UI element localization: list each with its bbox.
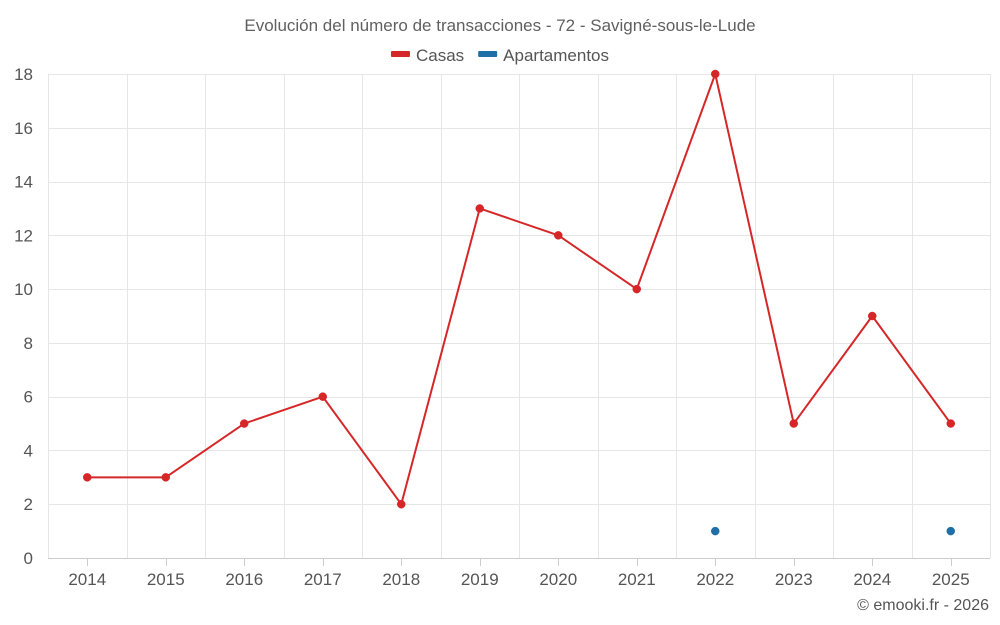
y-tick-label: 8 — [24, 334, 33, 353]
data-point[interactable] — [83, 473, 92, 482]
y-tick-label: 0 — [24, 549, 33, 568]
x-tick-label: 2023 — [775, 570, 813, 589]
data-point[interactable] — [318, 392, 327, 401]
x-tick-label: 2014 — [68, 570, 106, 589]
x-tick-label: 2020 — [539, 570, 577, 589]
legend-swatch — [478, 51, 498, 57]
data-point[interactable] — [946, 526, 955, 536]
axes: 0 2 4 6 8 10 12 14 16 18 2014 2015 2016 2017 2018 2019 2… — [14, 65, 990, 589]
y-tick-label: 2 — [24, 495, 33, 514]
x-tick-label: 2022 — [696, 570, 734, 589]
grid — [48, 74, 991, 558]
data-point[interactable] — [711, 526, 720, 536]
data-point[interactable] — [632, 284, 641, 294]
data-point[interactable] — [789, 419, 798, 428]
x-tick-label: 2024 — [853, 570, 891, 589]
y-tick-label: 4 — [24, 441, 33, 460]
legend-item-apartamentos[interactable]: Apartamentos — [478, 46, 609, 65]
y-tick-label: 6 — [24, 388, 33, 407]
x-tick-label: 2015 — [147, 570, 185, 589]
data-point[interactable] — [946, 419, 955, 428]
data-point[interactable] — [554, 231, 563, 240]
series-layer — [83, 69, 955, 536]
legend-label: Casas — [416, 46, 464, 65]
chart-title: Evolución del número de transacciones - … — [244, 16, 755, 35]
credit-text: © emooki.fr - 2026 — [857, 597, 989, 614]
legend-label: Apartamentos — [503, 46, 609, 65]
y-tick-label: 10 — [14, 280, 33, 299]
y-tick-label: 14 — [14, 173, 33, 192]
y-tick-label: 12 — [14, 226, 33, 245]
data-point[interactable] — [475, 204, 484, 213]
x-tick-label: 2018 — [382, 570, 420, 589]
series-apartamentos[interactable] — [711, 526, 955, 536]
legend[interactable]: Casas Apartamentos — [390, 46, 609, 65]
legend-swatch — [390, 51, 410, 57]
data-point[interactable] — [711, 69, 720, 79]
y-tick-label: 18 — [14, 65, 33, 84]
data-point[interactable] — [397, 499, 406, 509]
data-point[interactable] — [240, 419, 249, 428]
series-line — [86, 73, 952, 506]
x-tick-label: 2017 — [304, 570, 342, 589]
data-point[interactable] — [161, 473, 170, 482]
x-tick-label: 2016 — [225, 570, 263, 589]
data-point[interactable] — [868, 311, 877, 321]
x-tick-label: 2021 — [618, 570, 656, 589]
legend-item-casas[interactable]: Casas — [390, 46, 464, 65]
y-tick-label: 16 — [14, 119, 33, 138]
series-casas[interactable] — [83, 69, 955, 509]
x-tick-label: 2025 — [932, 570, 970, 589]
x-tick-label: 2019 — [461, 570, 499, 589]
